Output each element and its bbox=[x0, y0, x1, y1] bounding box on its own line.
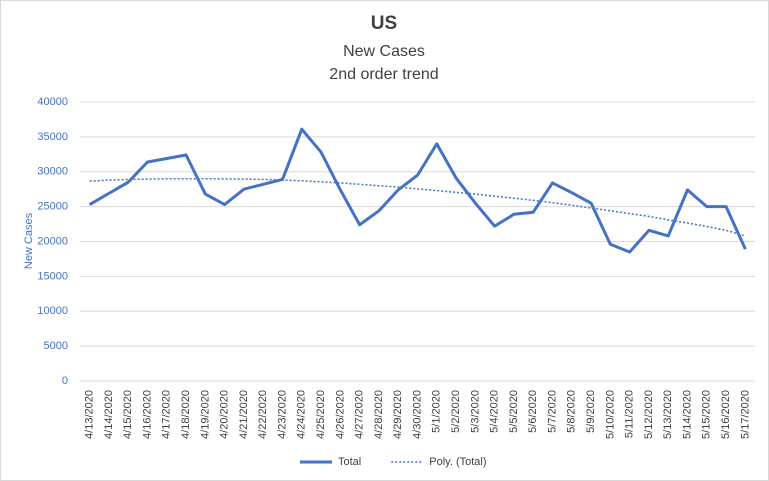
x-tick-label: 5/12/2020 bbox=[643, 390, 655, 439]
x-tick-label: 4/27/2020 bbox=[354, 390, 366, 439]
chart-subtitle: 2nd order trend bbox=[329, 66, 438, 83]
x-tick-label: 4/28/2020 bbox=[373, 390, 385, 439]
y-tick-label: 10000 bbox=[37, 305, 68, 317]
x-tick-label: 4/17/2020 bbox=[161, 390, 173, 439]
x-tick-label: 4/26/2020 bbox=[334, 390, 346, 439]
x-tick-label: 4/13/2020 bbox=[84, 390, 96, 439]
legend-label: Poly. (Total) bbox=[429, 456, 486, 468]
y-tick-label: 30000 bbox=[37, 166, 68, 178]
x-tick-label: 5/10/2020 bbox=[604, 390, 616, 439]
y-tick-label: 15000 bbox=[37, 270, 68, 282]
y-tick-label: 20000 bbox=[37, 235, 68, 247]
x-tick-label: 4/24/2020 bbox=[296, 390, 308, 439]
y-tick-label: 35000 bbox=[37, 131, 68, 143]
y-axis-label: New Cases bbox=[23, 212, 35, 269]
x-tick-label: 5/2/2020 bbox=[450, 390, 462, 433]
x-tick-label: 5/15/2020 bbox=[701, 390, 713, 439]
x-tick-label: 4/15/2020 bbox=[122, 390, 134, 439]
x-tick-label: 5/3/2020 bbox=[469, 390, 481, 433]
x-tick-label: 4/30/2020 bbox=[411, 390, 423, 439]
x-tick-label: 5/13/2020 bbox=[662, 390, 674, 439]
x-tick-label: 5/7/2020 bbox=[546, 390, 558, 433]
x-tick-label: 4/19/2020 bbox=[199, 390, 211, 439]
x-tick-label: 4/23/2020 bbox=[276, 390, 288, 439]
x-tick-label: 5/1/2020 bbox=[431, 390, 443, 433]
x-tick-label: 5/5/2020 bbox=[508, 390, 520, 433]
x-tick-label: 4/25/2020 bbox=[315, 390, 327, 439]
y-tick-label: 0 bbox=[62, 375, 68, 387]
x-tick-label: 4/14/2020 bbox=[103, 390, 115, 439]
x-tick-label: 4/20/2020 bbox=[219, 390, 231, 439]
x-tick-label: 4/22/2020 bbox=[257, 390, 269, 439]
x-tick-label: 4/18/2020 bbox=[180, 390, 192, 439]
x-tick-label: 5/6/2020 bbox=[527, 390, 539, 433]
x-tick-label: 5/16/2020 bbox=[720, 390, 732, 439]
chart-subtitle: New Cases bbox=[343, 43, 425, 60]
y-tick-label: 5000 bbox=[44, 340, 68, 352]
y-tick-label: 40000 bbox=[37, 96, 68, 108]
y-tick-label: 25000 bbox=[37, 201, 68, 213]
series-line bbox=[88, 127, 747, 254]
series-line bbox=[89, 177, 746, 237]
chart-title: US bbox=[371, 13, 397, 34]
x-tick-label: 5/14/2020 bbox=[681, 390, 693, 439]
x-tick-label: 5/11/2020 bbox=[624, 390, 636, 438]
x-tick-label: 4/21/2020 bbox=[238, 390, 250, 439]
x-tick-label: 4/29/2020 bbox=[392, 390, 404, 439]
x-tick-label: 5/8/2020 bbox=[566, 390, 578, 433]
x-tick-label: 4/16/2020 bbox=[141, 390, 153, 439]
legend-label: Total bbox=[338, 456, 361, 468]
x-tick-label: 5/4/2020 bbox=[489, 390, 501, 433]
x-tick-label: 5/9/2020 bbox=[585, 390, 597, 433]
x-tick-label: 5/17/2020 bbox=[739, 390, 751, 439]
